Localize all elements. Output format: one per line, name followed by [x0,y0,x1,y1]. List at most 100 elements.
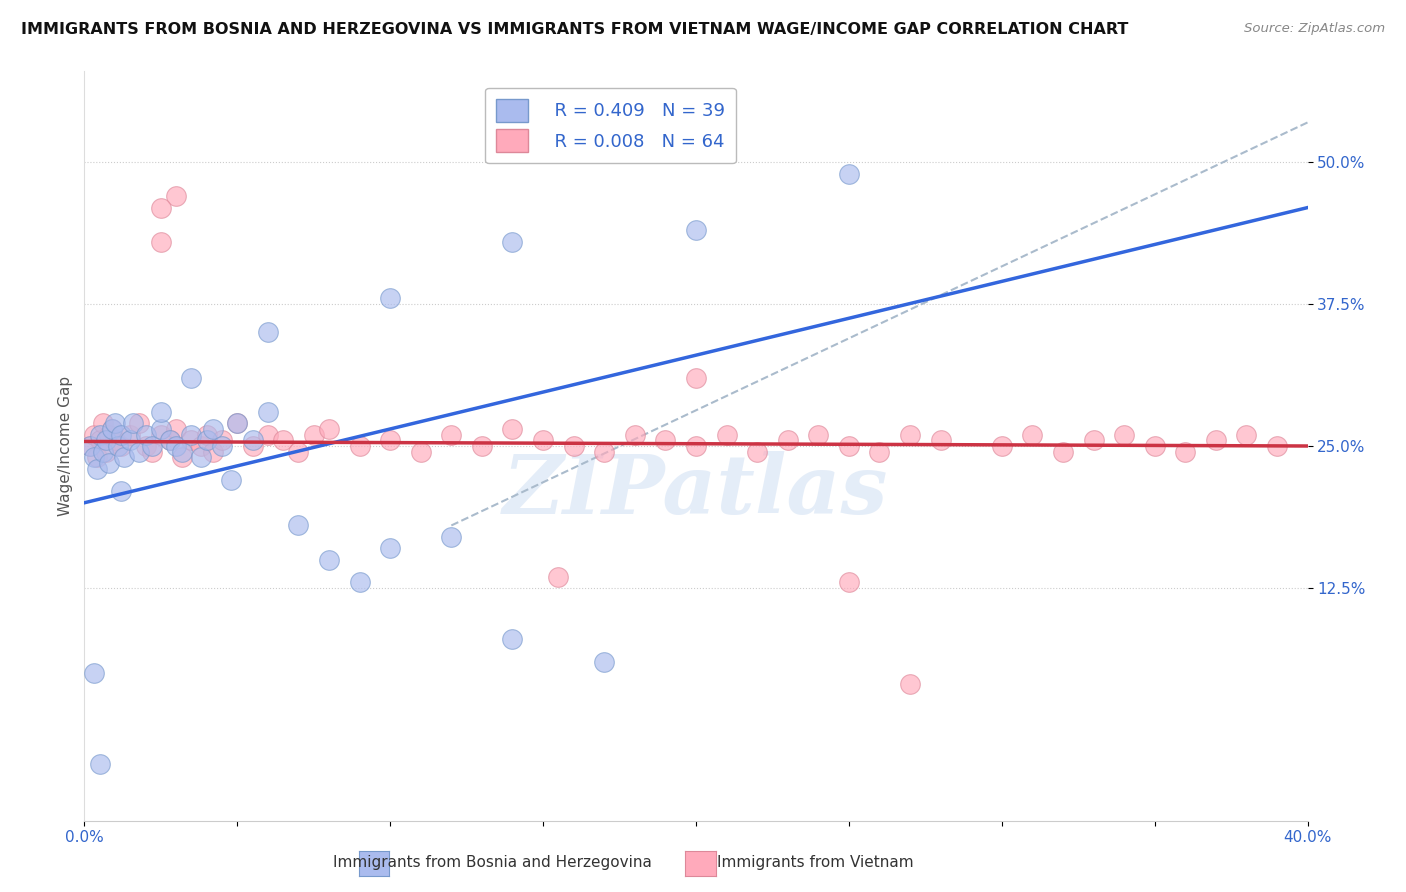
Point [149,427,172,442]
Point [211,439,233,453]
Point [869,444,891,458]
Point [128,417,150,431]
Point [502,235,524,249]
Point [226,417,249,431]
Text: Source: ZipAtlas.com: Source: ZipAtlas.com [1244,22,1385,36]
Point [101,422,124,436]
Point [1021,427,1043,442]
Point [898,677,921,691]
Point [128,444,150,458]
Point [242,434,264,448]
Point [991,439,1014,453]
Point [685,439,707,453]
Point [654,434,676,448]
Legend:   R = 0.409   N = 39,   R = 0.008   N = 64: R = 0.409 N = 39, R = 0.008 N = 64 [485,88,735,163]
Point [159,434,181,448]
Point [180,427,202,442]
Point [94,444,117,458]
Point [1083,434,1105,448]
Point [159,434,181,448]
Point [172,450,194,465]
Point [120,427,142,442]
Point [79,439,101,453]
Point [149,235,172,249]
Point [471,439,494,453]
Point [226,417,249,431]
Point [112,450,135,465]
Point [120,434,142,448]
Point [211,434,233,448]
Point [149,201,172,215]
Point [409,444,432,458]
Point [135,439,157,453]
Point [318,552,340,566]
Point [94,434,117,448]
Point [110,439,132,453]
Point [593,655,616,669]
Point [89,427,111,442]
Point [1236,427,1258,442]
Point [287,444,309,458]
Point [104,434,127,448]
Point [165,439,187,453]
Point [141,439,163,453]
Point [89,756,111,771]
Point [716,427,738,442]
Point [747,444,769,458]
Point [593,444,616,458]
Point [271,434,294,448]
Text: Immigrants from Vietnam: Immigrants from Vietnam [717,855,914,870]
Point [257,326,280,340]
Point [685,371,707,385]
Point [807,427,830,442]
Point [149,405,172,419]
Point [562,439,585,453]
Point [86,450,108,465]
Point [190,439,212,453]
Point [122,417,145,431]
Point [149,422,172,436]
Point [97,456,120,470]
Point [685,223,707,237]
Point [195,434,218,448]
Point [172,444,194,458]
Point [1205,434,1227,448]
Point [83,450,105,465]
Point [502,632,524,646]
Point [242,439,264,453]
Point [302,427,325,442]
Point [1114,427,1136,442]
Point [257,427,280,442]
Point [180,434,202,448]
Point [79,439,101,453]
Point [838,575,860,590]
Point [502,422,524,436]
Text: IMMIGRANTS FROM BOSNIA AND HERZEGOVINA VS IMMIGRANTS FROM VIETNAM WAGE/INCOME GA: IMMIGRANTS FROM BOSNIA AND HERZEGOVINA V… [21,22,1129,37]
Point [180,371,202,385]
Text: Immigrants from Bosnia and Herzegovina: Immigrants from Bosnia and Herzegovina [333,855,651,870]
Point [531,434,554,448]
Point [898,427,921,442]
Point [380,292,402,306]
Point [97,427,120,442]
Point [107,439,129,453]
Point [219,473,242,487]
Point [440,427,463,442]
Point [86,461,108,475]
Point [1143,439,1166,453]
Point [110,484,132,499]
Point [190,450,212,465]
Point [201,444,224,458]
Point [349,575,371,590]
Point [135,427,157,442]
Point [380,434,402,448]
Point [349,439,371,453]
Point [1174,444,1197,458]
Point [195,427,218,442]
Point [1265,439,1288,453]
Point [257,405,280,419]
Point [91,444,114,458]
Point [110,427,132,442]
Point [165,189,187,203]
Point [776,434,799,448]
